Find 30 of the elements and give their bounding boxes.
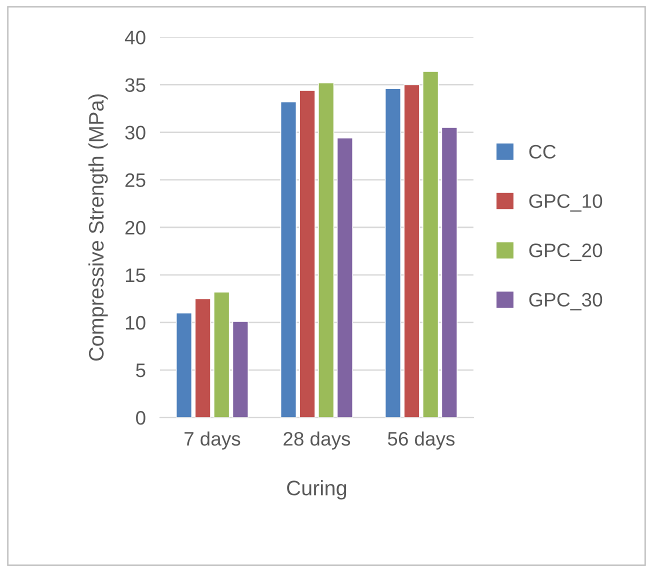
bar	[384, 88, 402, 418]
y-tick-label: 10	[126, 316, 146, 330]
bar	[336, 138, 354, 418]
x-tick-label: 56 days	[388, 431, 455, 450]
bar	[194, 298, 211, 418]
y-tick-label: 30	[125, 126, 146, 140]
bar	[318, 82, 334, 418]
x-axis-title: Curing	[287, 480, 346, 500]
x-tick-label: 7 days	[184, 431, 240, 450]
y-tick-label: 25	[125, 173, 146, 188]
y-tick-label: 40	[124, 30, 146, 44]
bar	[176, 312, 192, 418]
bar	[441, 127, 458, 418]
x-tick-label: 28 days	[284, 431, 350, 450]
bar	[404, 84, 420, 418]
y-tick-label: 15	[126, 268, 146, 282]
bar	[214, 292, 230, 418]
bar	[232, 321, 249, 418]
legend-label: GPC_10	[529, 194, 602, 212]
y-tick-label: 5	[136, 364, 146, 378]
legend-label: GPC_30	[529, 292, 602, 310]
bar	[299, 90, 316, 418]
legend-label: CC	[529, 144, 556, 159]
y-tick-label: 0	[136, 411, 146, 425]
y-tick-label: 35	[125, 78, 146, 92]
y-tick-label: 20	[125, 220, 146, 235]
bar	[422, 70, 439, 418]
bar	[280, 101, 297, 418]
y-axis-title: Compressive Strength (MPa)	[88, 94, 108, 361]
legend-label: GPC_20	[529, 244, 602, 261]
